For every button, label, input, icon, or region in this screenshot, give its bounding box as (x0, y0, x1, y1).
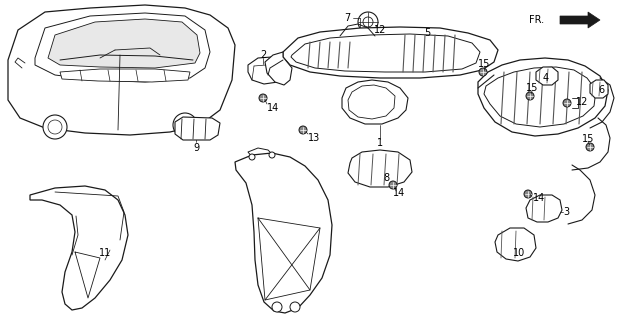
Circle shape (389, 181, 397, 189)
Text: FR.: FR. (529, 15, 544, 25)
Text: 5: 5 (424, 28, 430, 38)
Circle shape (43, 115, 67, 139)
Polygon shape (291, 34, 480, 72)
Circle shape (249, 154, 255, 160)
Polygon shape (348, 150, 412, 187)
Polygon shape (526, 195, 562, 222)
Circle shape (269, 152, 275, 158)
Polygon shape (590, 80, 608, 98)
Polygon shape (478, 58, 608, 136)
Text: 15: 15 (478, 59, 490, 69)
Text: 8: 8 (383, 173, 389, 183)
Polygon shape (283, 27, 498, 78)
Circle shape (358, 12, 378, 32)
Circle shape (48, 120, 62, 134)
Circle shape (259, 94, 267, 102)
Circle shape (173, 113, 197, 137)
Text: 14: 14 (533, 193, 545, 203)
Polygon shape (175, 117, 220, 140)
Polygon shape (48, 19, 200, 68)
Text: 15: 15 (582, 134, 594, 144)
Polygon shape (35, 13, 210, 82)
Polygon shape (495, 228, 536, 261)
Text: 1: 1 (377, 138, 383, 148)
Circle shape (299, 126, 307, 134)
Text: 6: 6 (598, 85, 604, 95)
Polygon shape (60, 69, 190, 82)
Text: 10: 10 (513, 248, 525, 258)
Circle shape (586, 143, 594, 151)
Text: 4: 4 (543, 73, 549, 83)
Text: 14: 14 (267, 103, 279, 113)
Polygon shape (8, 5, 235, 135)
Text: 13: 13 (308, 133, 321, 143)
Polygon shape (342, 80, 408, 124)
Polygon shape (248, 57, 284, 84)
Text: 14: 14 (393, 188, 405, 198)
Polygon shape (235, 153, 332, 313)
Text: 3: 3 (563, 207, 569, 217)
Text: 15: 15 (526, 83, 538, 93)
Text: 2: 2 (260, 50, 266, 60)
Text: 11: 11 (99, 248, 111, 258)
Circle shape (178, 118, 192, 132)
Text: 12: 12 (576, 97, 588, 107)
Circle shape (526, 92, 534, 100)
Polygon shape (265, 52, 292, 85)
Circle shape (479, 68, 487, 76)
Text: 12: 12 (374, 25, 386, 35)
Circle shape (563, 99, 571, 107)
Text: 9: 9 (193, 143, 199, 153)
Circle shape (272, 302, 282, 312)
Polygon shape (560, 12, 600, 28)
Circle shape (363, 17, 373, 27)
Polygon shape (348, 85, 395, 119)
Text: 7: 7 (343, 13, 350, 23)
Circle shape (524, 190, 532, 198)
Polygon shape (30, 186, 128, 310)
Polygon shape (536, 67, 558, 85)
Circle shape (290, 302, 300, 312)
Polygon shape (484, 67, 596, 127)
